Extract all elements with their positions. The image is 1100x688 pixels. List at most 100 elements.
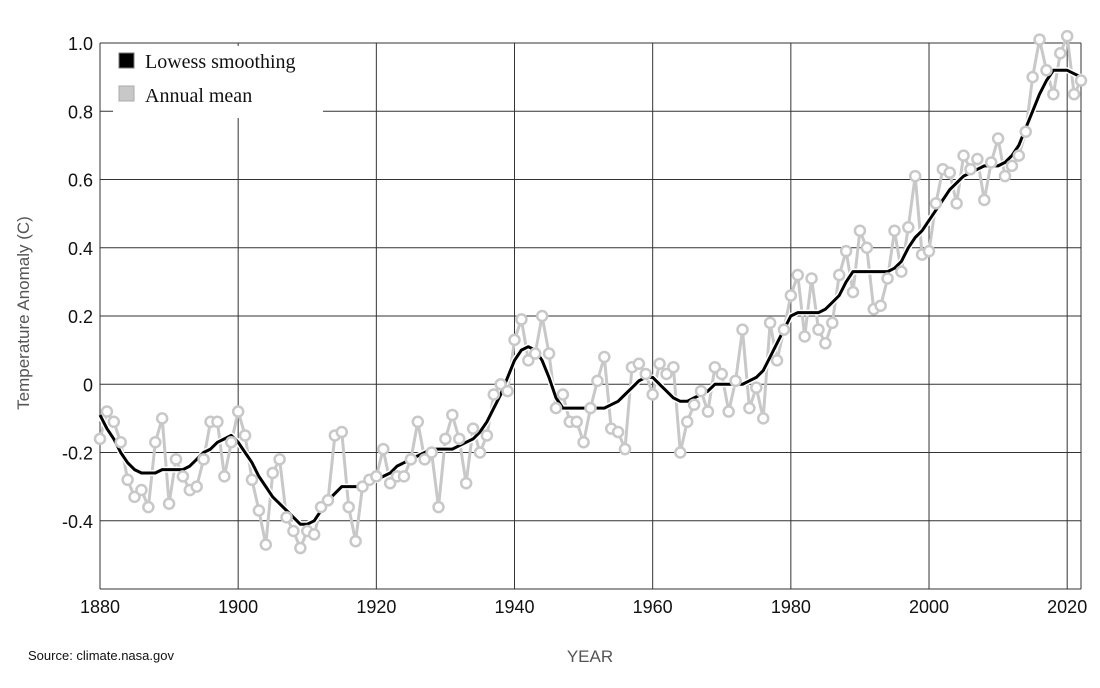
annual-mean-point [853,224,867,237]
annual-mean-point [839,244,853,258]
annual-mean-point [978,193,991,207]
series [93,29,1088,555]
annual-mean-point [549,401,563,415]
x-axis-ticks: 1880 1900 1920 1940 1960 1980 2000 2020 [80,597,1087,617]
annual-mean-point [245,473,259,487]
annual-mean-point [1005,159,1019,173]
annual-mean-point [908,169,922,183]
annual-mean-point [1054,46,1067,60]
annual-mean-point [259,538,273,551]
annual-mean-point [874,299,887,313]
annual-mean-point [1067,87,1081,101]
annual-mean-point [93,432,107,446]
annual-mean-point [1019,125,1032,138]
annual-mean-point [611,425,625,439]
annual-mean-point [294,541,307,555]
annual-mean-point [653,357,666,371]
annual-mean-point [197,453,210,466]
annual-mean-point [487,388,501,401]
y-axis-ticks: 1.0 0.8 0.6 0.4 0.2 0 -0.2 -0.4 [62,34,93,532]
annual-mean-point [121,473,134,487]
annual-mean-point [149,436,162,449]
annual-mean-point [701,405,715,418]
annual-mean-point [922,244,936,258]
annual-mean-point [397,470,411,483]
annual-mean-point [480,429,494,442]
annual-mean-point [238,429,252,442]
annual-mean-point [998,169,1012,183]
y-tick-label: 0.6 [68,171,93,191]
x-tick-label: 1960 [633,597,673,617]
legend-swatch-annual [118,85,135,102]
annual-mean-point [515,313,528,326]
annual-mean-point [335,425,349,439]
annual-mean-point [446,408,459,422]
annual-mean-point [107,415,121,429]
annual-mean-point [667,360,680,374]
annual-mean-point [770,354,784,367]
annual-mean-point [984,156,998,169]
annual-mean-point [342,500,355,514]
legend: Lowess smoothing Annual mean [113,46,323,118]
annual-mean-point [763,316,777,330]
annual-mean-point [639,367,653,381]
annual-mean-point [591,374,604,388]
annual-mean-point [169,453,183,466]
legend-swatch-smoothing [118,52,135,69]
annual-mean-point [881,272,894,285]
annual-mean-point [971,152,984,166]
legend-label-smoothing: Lowess smoothing [145,51,296,73]
annual-mean-point [473,446,487,459]
annual-mean-point [950,197,963,210]
annual-mean-point [577,436,590,449]
annual-mean-point [1026,70,1039,84]
y-tick-label: 0.8 [68,102,93,122]
annual-mean-point [895,265,908,278]
x-axis-title: YEAR [567,647,613,666]
annual-mean-point [280,511,293,524]
annual-mean-point [114,436,127,449]
annual-mean-point [266,466,279,480]
annual-mean-point [425,446,438,459]
annual-mean-point [349,534,362,548]
annual-mean-point [162,497,176,510]
y-tick-label: 0.2 [68,307,93,327]
annual-mean-point [176,470,190,483]
annual-mean-point [805,272,818,285]
annual-mean-point [287,524,300,538]
annual-mean-point [888,224,901,237]
annual-mean-point [218,470,231,483]
x-tick-label: 1980 [771,597,811,617]
annual-mean-point [535,309,549,323]
annual-mean-point [736,323,749,336]
y-tick-label: 1.0 [68,34,93,54]
x-tick-label: 1920 [356,597,396,617]
annual-mean-point [190,480,203,493]
annual-mean-point [694,384,708,398]
annual-mean-point [756,412,770,425]
x-tick-label: 2020 [1047,597,1087,617]
annual-mean-point [528,347,542,360]
annual-mean-point [370,470,383,483]
annual-mean-point [452,432,466,446]
annual-mean-point [1012,149,1026,162]
annual-mean-point [715,367,729,381]
annual-mean-point [225,436,238,449]
annual-mean-point [680,415,694,429]
annual-mean-point [618,442,632,456]
annual-mean-point [687,398,701,411]
annual-mean-point [812,323,825,336]
annual-mean-point [321,494,335,507]
legend-background [113,46,323,118]
annual-mean-point [832,268,846,282]
annual-mean-point [743,401,756,415]
annual-mean-point [598,350,611,364]
annual-mean-point [501,384,514,398]
annual-mean-point [646,388,659,401]
annual-mean-point [307,528,321,541]
annual-mean-point [211,415,224,429]
annual-mean-point [459,476,473,490]
y-tick-label: -0.2 [62,444,93,464]
annual-mean-point [784,289,798,302]
